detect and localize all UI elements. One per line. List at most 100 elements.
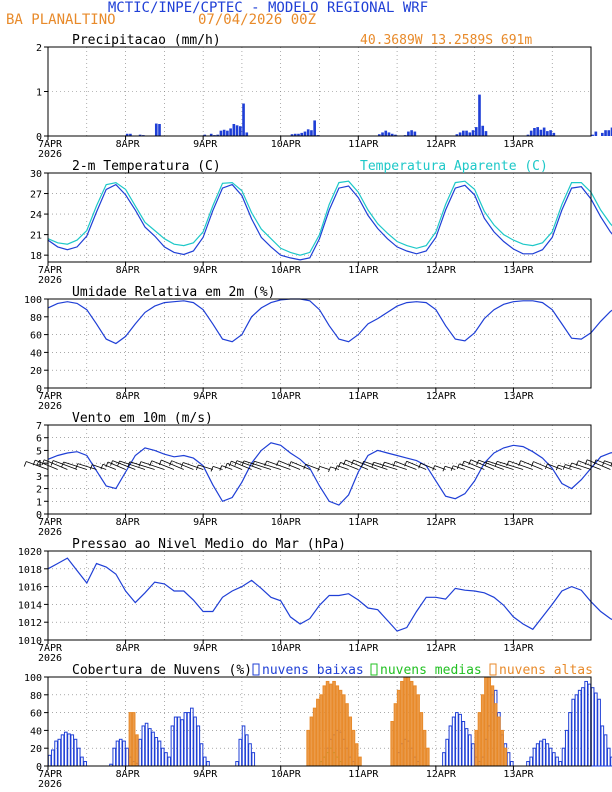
y-tick-label: 0 bbox=[36, 132, 42, 143]
x-tick-label: 7APR bbox=[38, 643, 63, 654]
wind-barb bbox=[508, 460, 533, 470]
wind-barb bbox=[395, 460, 417, 470]
y-tick-label: 60 bbox=[30, 331, 42, 342]
wind-barb bbox=[470, 459, 495, 470]
x-year-label: 2026 bbox=[38, 527, 62, 538]
bar-c bbox=[135, 734, 139, 767]
y-tick-label: 24 bbox=[30, 210, 42, 221]
wind-barb-flag bbox=[361, 461, 364, 467]
bar-a bbox=[57, 738, 62, 767]
x-tick-label: 12APR bbox=[426, 391, 457, 402]
panel-title: Umidade Relativa em 2m (%) bbox=[72, 285, 276, 300]
wind-barb-flag bbox=[228, 460, 232, 467]
wind-barb-flag bbox=[456, 463, 460, 470]
wind-barb-flag bbox=[264, 460, 268, 467]
x-tick-label: 11APR bbox=[348, 139, 379, 150]
bar-a bbox=[539, 740, 543, 767]
bar-a bbox=[196, 725, 201, 767]
y-tick-label: 20 bbox=[30, 744, 42, 755]
bar-c bbox=[493, 703, 498, 767]
bar-a bbox=[203, 134, 207, 136]
bar-a bbox=[442, 752, 446, 767]
wind-barb-flag bbox=[468, 459, 472, 465]
wind-barb bbox=[212, 466, 223, 470]
wind-barb-flag bbox=[100, 464, 104, 470]
plot-frame bbox=[47, 172, 592, 263]
bar-a bbox=[481, 125, 485, 136]
bar-a bbox=[310, 130, 313, 136]
y-tick-label: 100 bbox=[24, 295, 42, 306]
panel-5: 1010 1012 1014 1016 1018 1020 7APR 8APR 9APR 10AP… bbox=[18, 537, 612, 664]
bar-a bbox=[290, 134, 294, 136]
x-tick-label: 13APR bbox=[503, 517, 534, 528]
y-tick-label: 1020 bbox=[18, 547, 42, 558]
y-tick-label: 2 bbox=[36, 485, 42, 496]
bar-c bbox=[409, 680, 414, 767]
bar-a bbox=[232, 123, 236, 136]
bar-a bbox=[529, 130, 533, 136]
wind-barb bbox=[384, 461, 407, 470]
bar-a bbox=[183, 712, 188, 767]
wind-barb bbox=[578, 460, 601, 470]
y-tick-label: 1014 bbox=[18, 600, 42, 611]
bar-c bbox=[354, 743, 359, 767]
wind-barb-flag bbox=[351, 459, 354, 466]
bar-a bbox=[465, 130, 468, 136]
wind-barb bbox=[34, 459, 58, 470]
wind-barb-flag bbox=[518, 460, 522, 466]
bar-c bbox=[332, 680, 336, 767]
series-line-1 bbox=[47, 298, 612, 345]
bar-a bbox=[455, 134, 459, 136]
bar-a bbox=[445, 738, 449, 767]
wind-barb-flag bbox=[41, 459, 45, 465]
bar-a bbox=[122, 740, 126, 767]
bar-a bbox=[54, 740, 58, 767]
wind-barb-flag bbox=[195, 464, 199, 471]
bar-a bbox=[141, 725, 146, 767]
wind-barb-flag bbox=[450, 465, 454, 471]
bar-a bbox=[206, 761, 210, 767]
y-tick-label: 20 bbox=[30, 366, 42, 377]
x-year-label: 2026 bbox=[38, 401, 62, 412]
y-tick-label: 6 bbox=[36, 434, 42, 445]
wind-barb-flag bbox=[89, 464, 93, 470]
bar-a bbox=[186, 712, 191, 767]
bar-a bbox=[67, 733, 71, 767]
bar-a bbox=[600, 132, 604, 136]
legend-label-1: nuvens baixas bbox=[262, 663, 364, 678]
bar-a bbox=[303, 131, 307, 136]
bar-a bbox=[474, 127, 478, 136]
x-tick-label: 10APR bbox=[271, 265, 302, 276]
wind-barb-flag bbox=[75, 463, 79, 469]
plot-frame bbox=[47, 298, 592, 389]
wind-barb-flag bbox=[303, 464, 307, 470]
bar-a bbox=[535, 743, 540, 767]
wind-barb-flag bbox=[50, 460, 54, 466]
wind-barb-flag bbox=[328, 466, 331, 473]
panel-title: 2-m Temperatura (C) bbox=[72, 159, 221, 174]
x-tick-label: 7APR bbox=[38, 265, 63, 276]
plot-frame bbox=[47, 424, 592, 515]
bar-a bbox=[151, 731, 155, 767]
wind-barb bbox=[243, 460, 272, 470]
bar-a bbox=[471, 743, 475, 767]
bar-a bbox=[484, 131, 488, 136]
wind-barb-flag bbox=[32, 460, 36, 466]
panel-2: 18 21 24 27 30 7APR 8APR 9APR 10APR 11APR 12APR 13A… bbox=[30, 159, 612, 286]
wind-barb bbox=[340, 462, 359, 470]
bar-a bbox=[238, 126, 242, 136]
wind-barb-flag bbox=[234, 460, 238, 466]
legend-label-3: nuvens altas bbox=[499, 663, 593, 678]
x-tick-label: 8APR bbox=[116, 391, 141, 402]
legend-swatch-2 bbox=[370, 663, 378, 676]
wind-barb-flag bbox=[371, 462, 375, 468]
wind-barb-flag bbox=[61, 461, 64, 468]
bar-a bbox=[458, 132, 462, 136]
bar-a bbox=[381, 132, 384, 136]
bar-a bbox=[546, 131, 549, 136]
bar-c bbox=[306, 729, 311, 767]
bar-c bbox=[396, 689, 401, 767]
bar-c bbox=[309, 716, 314, 767]
wind-barb bbox=[63, 461, 87, 470]
